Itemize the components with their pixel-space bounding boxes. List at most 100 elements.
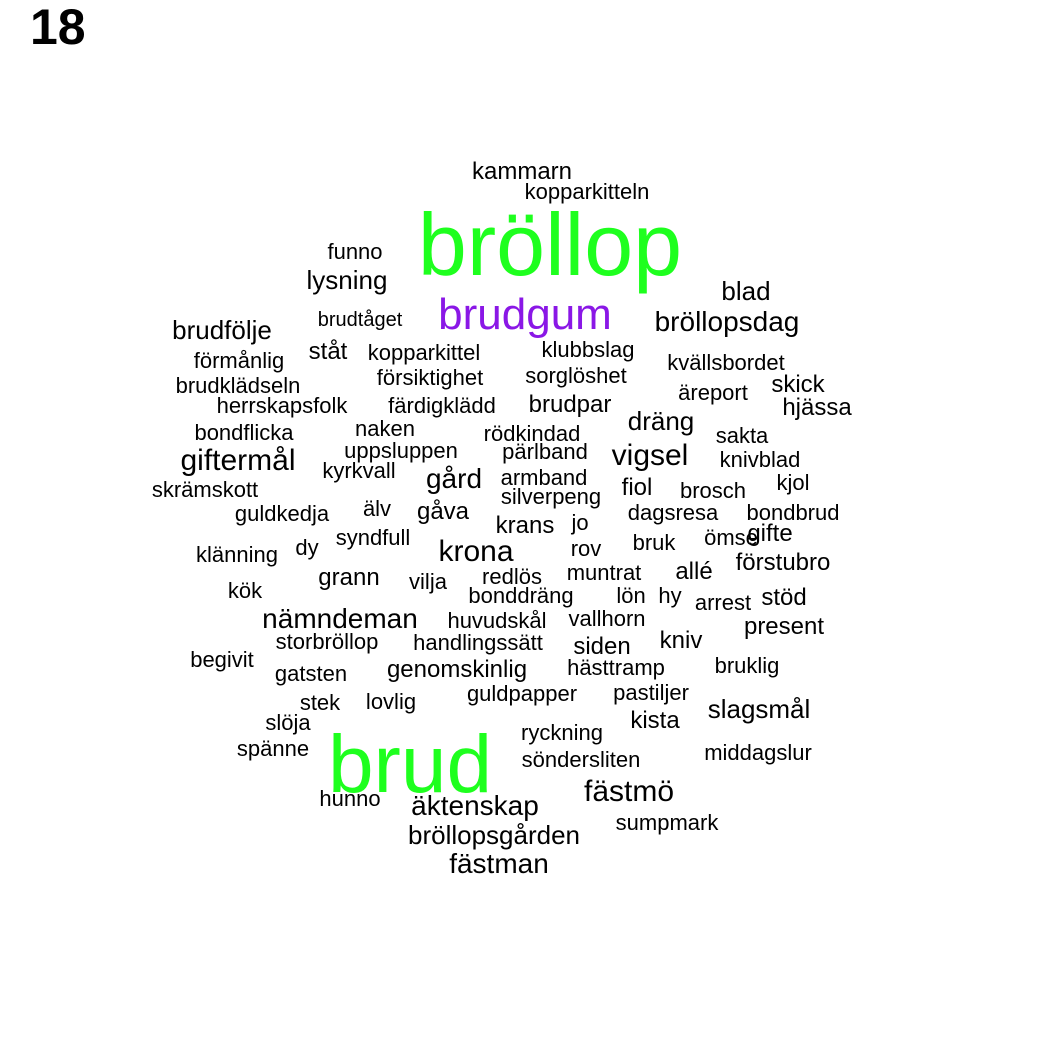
word-kniv: kniv bbox=[659, 627, 703, 654]
word-present: present bbox=[743, 613, 825, 640]
word-hasttramp: hästtramp bbox=[567, 655, 665, 680]
word-dy: dy bbox=[295, 535, 319, 560]
word-redlos: redlös bbox=[482, 564, 542, 589]
word-stod: stöd bbox=[761, 584, 807, 611]
word-alv: älv bbox=[362, 496, 392, 521]
word-brud: brud bbox=[327, 719, 493, 810]
word-fiol: fiol bbox=[621, 474, 653, 501]
word-klanning: klänning bbox=[196, 542, 278, 567]
word-stek: stek bbox=[299, 690, 341, 715]
word-brudpar: brudpar bbox=[528, 391, 612, 418]
word-spanne: spänne bbox=[236, 736, 310, 761]
word-rov: rov bbox=[570, 536, 602, 561]
word-storbrollop: storbröllop bbox=[275, 629, 379, 654]
word-brollopsgarden: bröllopsgården bbox=[407, 820, 581, 850]
word-skick: skick bbox=[771, 371, 825, 398]
word-fastman: fästman bbox=[449, 848, 549, 879]
word-fardigkladd: färdigklädd bbox=[388, 393, 496, 418]
word-giftermal: giftermål bbox=[180, 444, 296, 477]
word-vallhorn: vallhorn bbox=[568, 606, 646, 631]
word-begivit: begivit bbox=[190, 647, 254, 672]
word-krans: krans bbox=[495, 512, 555, 539]
word-dagsresa: dagsresa bbox=[627, 500, 719, 525]
word-klubbslag: klubbslag bbox=[541, 337, 635, 362]
word-grann: grann bbox=[318, 564, 380, 591]
panel-number-label: 18 bbox=[30, 0, 86, 55]
word-vigsel: vigsel bbox=[611, 439, 689, 472]
word-aktenskap: äktenskap bbox=[411, 790, 539, 821]
word-kyrkvall: kyrkvall bbox=[322, 458, 396, 483]
word-brudfolje: brudfölje bbox=[172, 315, 272, 345]
word-guldpapper: guldpapper bbox=[466, 681, 578, 706]
word-gava: gåva bbox=[416, 498, 470, 525]
word-gatsten: gatsten bbox=[274, 661, 348, 686]
word-naken: naken bbox=[355, 416, 415, 441]
word-forstubro: förstubro bbox=[735, 549, 831, 576]
word-sloja: slöja bbox=[265, 710, 311, 735]
word-bonddrang: bonddräng bbox=[468, 583, 574, 608]
word-lysning: lysning bbox=[306, 265, 388, 295]
word-fastmo: fästmö bbox=[583, 775, 675, 808]
word-gifte: gifte bbox=[747, 520, 793, 547]
word-stat: ståt bbox=[308, 338, 348, 365]
word-sorgloshet: sorglöshet bbox=[525, 363, 627, 388]
word-ryckning: ryckning bbox=[521, 720, 603, 745]
word-hy: hy bbox=[658, 583, 682, 608]
word-funno: funno bbox=[327, 239, 383, 264]
word-sondersliten: söndersliten bbox=[521, 747, 641, 772]
word-vilja: vilja bbox=[409, 569, 447, 594]
word-kjol: kjol bbox=[776, 470, 810, 495]
word-blad: blad bbox=[721, 276, 771, 306]
word-skramskott: skrämskott bbox=[151, 477, 259, 502]
word-parlband: pärlband bbox=[502, 439, 588, 464]
word-hjassa: hjässa bbox=[782, 394, 852, 421]
word-kok: kök bbox=[227, 578, 263, 603]
word-namndeman: nämndeman bbox=[262, 603, 418, 634]
word-rodkindad: rödkindad bbox=[483, 421, 581, 446]
word-bruk: bruk bbox=[632, 530, 676, 555]
word-kopparkittel: kopparkittel bbox=[367, 340, 481, 365]
word-sumpmark: sumpmark bbox=[615, 810, 719, 835]
word-formanlig: förmånlig bbox=[193, 348, 285, 373]
word-krona: krona bbox=[438, 535, 514, 568]
word-jo: jo bbox=[571, 510, 589, 535]
word-genomskinlig: genomskinlig bbox=[386, 656, 528, 683]
word-brudgum: brudgum bbox=[438, 290, 612, 339]
word-forsiktighet: försiktighet bbox=[376, 365, 484, 390]
word-silverpeng: silverpeng bbox=[500, 484, 602, 509]
word-herrskapsfolk: herrskapsfolk bbox=[216, 393, 348, 418]
word-guldkedja: guldkedja bbox=[234, 501, 330, 526]
word-kammarn: kammarn bbox=[471, 158, 573, 185]
word-lovlig: lovlig bbox=[365, 689, 417, 714]
word-sakta: sakta bbox=[715, 423, 769, 448]
word-all: allé bbox=[675, 558, 713, 585]
word-siden: siden bbox=[573, 633, 631, 660]
word-bruklig: bruklig bbox=[714, 653, 780, 678]
word-handlingssatt: handlingssätt bbox=[413, 630, 543, 655]
word-uppsluppen: uppsluppen bbox=[344, 438, 458, 463]
word-gard: gård bbox=[425, 463, 483, 494]
word-armband: armband bbox=[500, 465, 588, 490]
word-knivblad: knivblad bbox=[719, 447, 801, 472]
word-brudtaget: brudtåget bbox=[317, 309, 403, 331]
word-syndfull: syndfull bbox=[335, 525, 411, 550]
word-huvudskal: huvudskål bbox=[447, 608, 547, 633]
word-bondflicka: bondflicka bbox=[194, 420, 294, 445]
word-pastiljer: pastiljer bbox=[613, 680, 689, 705]
word-kopparkitteln: kopparkitteln bbox=[524, 179, 650, 204]
word-brollop: bröllop bbox=[417, 195, 683, 294]
word-lon: lön bbox=[616, 583, 646, 608]
word-middagslur: middagslur bbox=[704, 740, 812, 765]
word-kvallsbordet: kvällsbordet bbox=[667, 350, 785, 375]
word-slagsmal: slagsmål bbox=[707, 694, 811, 724]
word-hunno: hunno bbox=[319, 786, 381, 811]
word-bondbrud: bondbrud bbox=[746, 500, 840, 525]
word-kista: kista bbox=[630, 707, 680, 734]
word-drang: dräng bbox=[627, 406, 695, 436]
word-brollopsdag: bröllopsdag bbox=[654, 306, 800, 337]
word-brosch: brosch bbox=[679, 478, 747, 503]
word-brudkladseln: brudklädseln bbox=[175, 373, 301, 398]
word-omse: ömse bbox=[704, 525, 758, 550]
word-areport: äreport bbox=[678, 380, 748, 405]
